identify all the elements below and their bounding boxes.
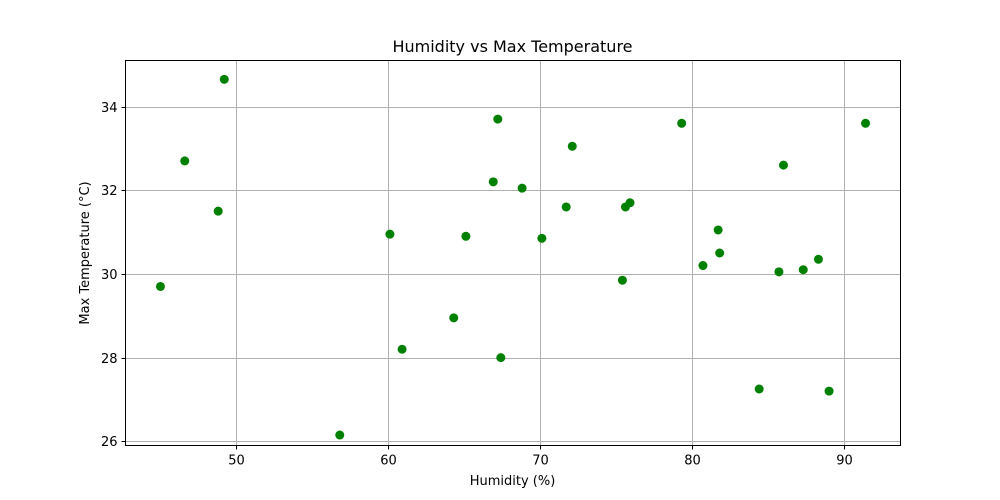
data-point bbox=[219, 74, 229, 84]
y-tick-label: 28 bbox=[101, 352, 118, 367]
data-point bbox=[397, 344, 407, 354]
data-point bbox=[861, 118, 871, 128]
data-point bbox=[798, 265, 808, 275]
points-layer bbox=[155, 74, 871, 440]
data-point bbox=[517, 183, 527, 193]
ticks-layer: 50 60 70 80 90 26 28 30 32 34 bbox=[101, 101, 853, 469]
y-tick-label: 30 bbox=[101, 268, 118, 283]
data-point bbox=[461, 231, 471, 241]
grid-layer bbox=[125, 60, 901, 446]
y-tick-label: 34 bbox=[101, 101, 118, 116]
data-point bbox=[778, 160, 788, 170]
data-point bbox=[493, 114, 503, 124]
data-point bbox=[155, 281, 165, 291]
x-tick-label: 90 bbox=[836, 454, 853, 469]
x-tick-label: 80 bbox=[684, 454, 701, 469]
data-point bbox=[617, 275, 627, 285]
data-point bbox=[625, 198, 635, 208]
data-point bbox=[385, 229, 395, 239]
y-tick-label: 26 bbox=[101, 435, 118, 450]
x-tick-label: 60 bbox=[380, 454, 397, 469]
y-axis-title: Max Temperature (°C) bbox=[78, 181, 93, 324]
data-point bbox=[754, 384, 764, 394]
x-tick-label: 50 bbox=[228, 454, 245, 469]
data-point bbox=[677, 118, 687, 128]
data-point bbox=[335, 430, 345, 440]
data-point bbox=[496, 353, 506, 363]
data-point bbox=[537, 233, 547, 243]
chart-title: Humidity vs Max Temperature bbox=[392, 37, 632, 56]
data-point bbox=[488, 177, 498, 187]
data-point bbox=[698, 261, 708, 271]
data-point bbox=[715, 248, 725, 258]
data-point bbox=[567, 141, 577, 151]
x-axis-title: Humidity (%) bbox=[470, 474, 556, 489]
data-point bbox=[813, 254, 823, 264]
y-tick-label: 32 bbox=[101, 184, 118, 199]
data-point bbox=[180, 156, 190, 166]
data-point bbox=[713, 225, 723, 235]
data-point bbox=[774, 267, 784, 277]
data-point bbox=[213, 206, 223, 216]
x-tick-label: 70 bbox=[532, 454, 549, 469]
plot-frame bbox=[125, 60, 901, 446]
data-point bbox=[561, 202, 571, 212]
data-point bbox=[449, 313, 459, 323]
data-point bbox=[824, 386, 834, 396]
